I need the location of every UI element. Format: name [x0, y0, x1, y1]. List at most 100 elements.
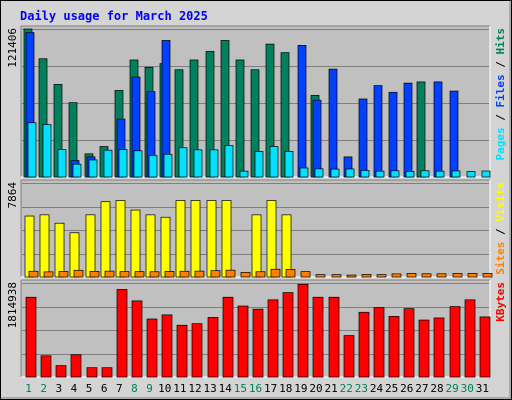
bar-kbytes-day-29: [449, 306, 461, 378]
bar-pages-day-9: [148, 155, 158, 178]
bar-kbytes-day-25: [388, 316, 400, 378]
bar-pages-day-10: [163, 153, 173, 178]
bar-pages-day-27: [420, 170, 430, 178]
bar-pages-day-31: [481, 170, 491, 178]
legend-hits-files-pages: Pages / Files / Hits: [494, 28, 507, 161]
bar-kbytes-day-20: [312, 296, 324, 378]
bar-kbytes-day-2: [40, 355, 52, 378]
bar-hits-day-27: [416, 81, 426, 178]
bar-kbytes-day-28: [433, 317, 445, 378]
x-tick-label-4: 4: [71, 382, 78, 395]
x-tick-label-23: 23: [355, 382, 368, 395]
bar-files-day-23: [358, 98, 368, 178]
bar-kbytes-day-23: [358, 311, 370, 378]
bar-sites-day-8: [134, 271, 145, 278]
y-max-label: 1814938: [6, 282, 19, 328]
x-tick-label-1: 1: [25, 382, 32, 395]
x-tick-label-2: 2: [40, 382, 47, 395]
bar-kbytes-day-31: [479, 316, 491, 378]
bar-sites-day-31: [482, 273, 493, 278]
bar-visits-day-16: [251, 214, 262, 278]
x-tick-label-6: 6: [101, 382, 108, 395]
bar-sites-day-20: [315, 274, 326, 278]
bar-sites-day-5: [89, 271, 100, 278]
bar-sites-day-29: [452, 273, 463, 278]
bar-files-day-25: [388, 91, 398, 178]
chart-title: Daily usage for March 2025: [20, 9, 208, 23]
bar-pages-day-6: [103, 149, 113, 178]
bar-kbytes-day-12: [191, 323, 203, 378]
x-tick-label-16: 16: [249, 382, 262, 395]
bar-visits-day-3: [54, 222, 65, 278]
bar-sites-day-14: [225, 269, 236, 278]
bar-visits-day-8: [130, 209, 141, 278]
legend-visits: Visits: [494, 182, 507, 222]
x-tick-label-20: 20: [309, 382, 322, 395]
bar-sites-day-25: [391, 273, 402, 278]
bar-pages-day-23: [360, 170, 370, 178]
bar-pages-day-18: [284, 151, 294, 178]
bar-visits-day-10: [160, 216, 171, 278]
bar-files-day-19: [297, 44, 307, 178]
bar-pages-day-14: [224, 145, 234, 178]
x-tick-label-21: 21: [325, 382, 338, 395]
bar-visits-day-14: [221, 200, 232, 278]
bar-kbytes-day-4: [70, 354, 82, 378]
bar-pages-day-4: [72, 163, 82, 178]
x-tick-label-7: 7: [116, 382, 123, 395]
legend-hits: Hits: [494, 28, 507, 55]
bar-pages-day-13: [209, 149, 219, 178]
bar-visits-day-2: [39, 214, 50, 278]
bar-sites-day-19: [300, 271, 311, 278]
bar-sites-day-16: [255, 271, 266, 278]
legend-kbytes: KBytes: [494, 282, 507, 322]
bar-pages-day-22: [345, 168, 355, 178]
bar-sites-day-10: [164, 271, 175, 278]
bar-visits-day-17: [266, 200, 277, 278]
bar-visits-day-7: [115, 200, 126, 278]
x-tick-label-9: 9: [146, 382, 153, 395]
x-tick-label-25: 25: [385, 382, 398, 395]
bar-kbytes-day-22: [343, 335, 355, 378]
bar-visits-day-1: [24, 215, 35, 278]
bar-kbytes-day-19: [297, 283, 309, 378]
x-tick-label-31: 31: [476, 382, 489, 395]
legend-files: Files: [494, 74, 507, 107]
legend-/: /: [494, 222, 507, 242]
x-tick-label-12: 12: [188, 382, 201, 395]
bar-sites-day-2: [43, 271, 54, 278]
x-tick-label-15: 15: [234, 382, 247, 395]
x-tick-label-22: 22: [340, 382, 353, 395]
bar-pages-day-7: [118, 149, 128, 178]
x-axis-tick-labels: 1 2 3 4 5 6 7 8 9 10 11 12 13 14 15 16 17 18 19 20 21 22 23 24 2…: [25, 382, 489, 395]
bar-pages-day-24: [375, 170, 385, 178]
legend-pages: Pages: [494, 127, 507, 160]
bar-visits-day-13: [206, 200, 217, 278]
bar-kbytes-day-21: [328, 296, 340, 378]
bar-pages-day-20: [314, 168, 324, 178]
bar-files-day-20: [312, 99, 322, 178]
bar-sites-day-11: [179, 270, 190, 278]
bar-kbytes-day-16: [252, 308, 264, 378]
x-tick-label-26: 26: [400, 382, 413, 395]
bar-visits-day-12: [190, 200, 201, 278]
bar-kbytes-day-10: [161, 314, 173, 378]
bar-kbytes-day-13: [207, 317, 219, 378]
panel-hits-files-pages: 121406 Pages / Files / Hits: [6, 25, 507, 178]
legend-visits-sites: Sites / Visits: [494, 182, 507, 275]
bar-sites-day-26: [406, 273, 417, 278]
bar-hits-day-15: [235, 59, 245, 178]
bar-pages-day-1: [27, 122, 37, 178]
legend-/: /: [494, 55, 507, 75]
bar-sites-day-3: [58, 271, 69, 278]
bar-sites-day-7: [119, 271, 130, 278]
bar-sites-day-27: [421, 273, 432, 278]
panel-visits-sites: 7864 Sites / Visits: [6, 179, 507, 278]
bar-files-day-28: [433, 81, 443, 178]
bar-kbytes-day-15: [237, 305, 249, 378]
bar-sites-day-24: [376, 274, 387, 278]
bar-pages-day-16: [254, 151, 264, 178]
chart-panels: 121406 Pages / Files / Hits 7864 Sites / Vi…: [6, 25, 507, 378]
bar-sites-day-28: [436, 273, 447, 278]
x-tick-label-29: 29: [446, 382, 459, 395]
